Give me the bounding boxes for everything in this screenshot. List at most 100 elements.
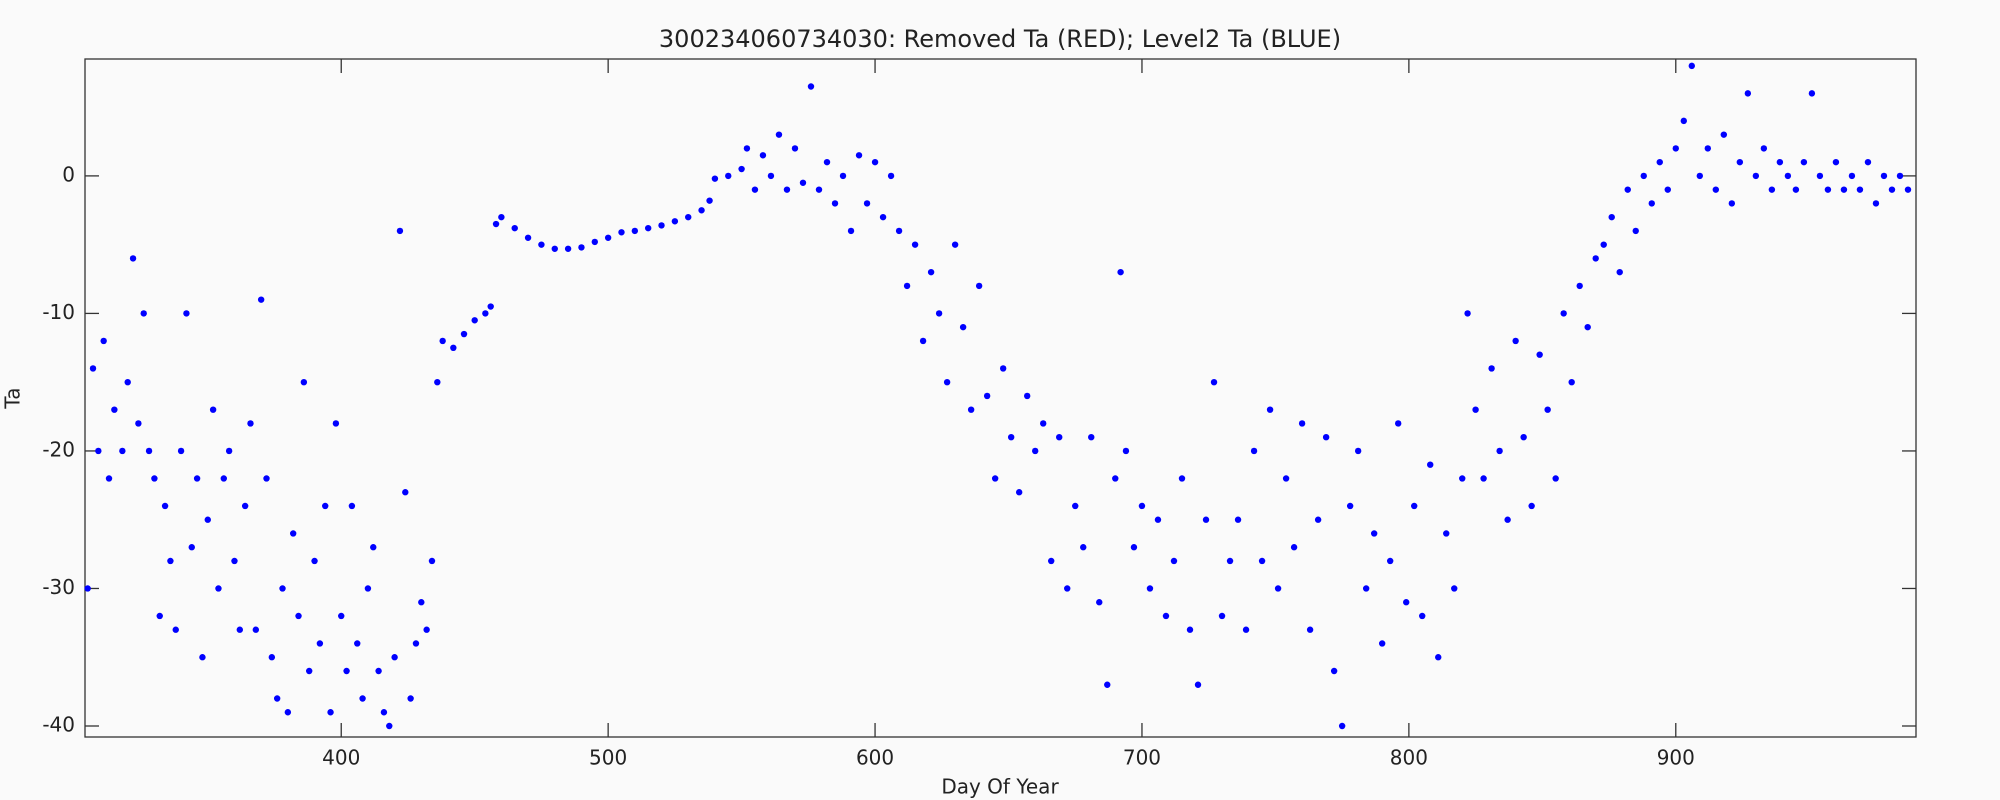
point [105, 475, 113, 482]
point [1720, 131, 1728, 138]
point [1298, 420, 1306, 427]
point [306, 667, 313, 675]
point [1194, 681, 1202, 688]
point [209, 406, 217, 413]
x-tick-label: 500 [589, 746, 627, 770]
point [738, 165, 745, 173]
point [1146, 585, 1154, 592]
point [903, 282, 911, 290]
point [564, 245, 572, 252]
point [241, 502, 249, 510]
point [434, 378, 441, 386]
point [188, 544, 195, 551]
point [927, 268, 935, 276]
point [591, 238, 598, 246]
point [359, 695, 366, 702]
point [279, 585, 286, 592]
point [231, 557, 238, 565]
point [1411, 502, 1418, 510]
point [1896, 172, 1904, 180]
point [959, 323, 967, 331]
point [511, 224, 518, 232]
point [428, 557, 436, 565]
point [1459, 475, 1466, 482]
point [991, 475, 999, 482]
point [316, 640, 324, 647]
point [1848, 172, 1856, 180]
point [257, 296, 265, 303]
point [407, 695, 414, 702]
point [1170, 557, 1178, 565]
point [124, 378, 131, 386]
point [364, 585, 372, 592]
point [863, 200, 871, 207]
point [1584, 323, 1591, 331]
point [1226, 557, 1234, 565]
point [140, 310, 147, 317]
point [1792, 186, 1800, 193]
point [975, 282, 983, 290]
point [1472, 406, 1479, 413]
point [1096, 599, 1103, 606]
point [343, 667, 350, 675]
point [1544, 406, 1551, 413]
point [1443, 530, 1450, 537]
x-tick-label: 400 [322, 746, 360, 770]
point [284, 709, 292, 716]
point [1752, 172, 1760, 180]
point [1258, 557, 1266, 565]
point [1427, 461, 1434, 468]
point [1314, 516, 1322, 523]
point [1362, 585, 1370, 592]
point [1648, 200, 1655, 207]
point [879, 213, 887, 221]
point [220, 475, 227, 482]
point [370, 544, 377, 551]
point [1451, 585, 1458, 592]
point [161, 502, 169, 510]
point [1520, 433, 1527, 441]
point [1864, 158, 1872, 166]
point [815, 186, 823, 193]
point [1872, 200, 1880, 207]
point [375, 667, 382, 675]
point [151, 475, 158, 482]
point [725, 172, 732, 180]
point [524, 234, 532, 241]
y-axis-label: Ta [1, 387, 25, 409]
point [439, 337, 446, 345]
point [1178, 475, 1186, 482]
point [1616, 268, 1623, 276]
point [847, 227, 855, 235]
point [1696, 172, 1704, 180]
point [1330, 667, 1338, 675]
point [386, 722, 393, 730]
point [172, 626, 179, 633]
point [706, 197, 713, 204]
point [402, 489, 409, 496]
point [1186, 626, 1194, 633]
point [95, 447, 102, 455]
point [1632, 227, 1639, 235]
point [193, 475, 201, 482]
point [167, 557, 174, 565]
point [1736, 158, 1744, 166]
point [199, 654, 206, 661]
point [943, 378, 951, 386]
point [1072, 502, 1079, 510]
point [1040, 420, 1047, 427]
point [1768, 186, 1776, 193]
point [396, 227, 404, 235]
point [327, 709, 334, 716]
point [1250, 447, 1258, 455]
point [498, 213, 505, 221]
point [743, 145, 751, 152]
point [1904, 186, 1912, 193]
point [156, 612, 163, 620]
point [951, 241, 959, 248]
point [1346, 502, 1354, 510]
point [1322, 433, 1330, 441]
point [492, 220, 500, 228]
point [1496, 447, 1503, 455]
